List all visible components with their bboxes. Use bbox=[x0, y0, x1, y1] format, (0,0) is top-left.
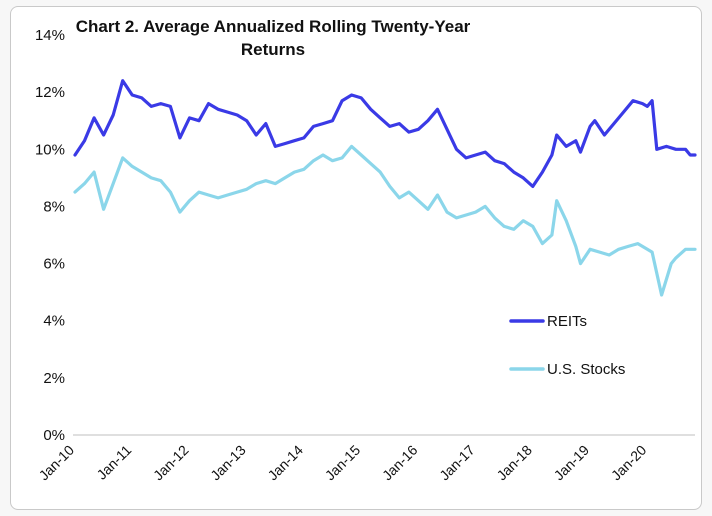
chart-card: Chart 2. Average Annualized Rolling Twen… bbox=[10, 6, 702, 510]
y-tick-label: 14% bbox=[35, 27, 65, 44]
chart-title-line-1: Chart 2. Average Annualized Rolling Twen… bbox=[76, 17, 471, 36]
y-axis-ticks: 0% 2% 4% 6% 8% 10% 12% 14% bbox=[35, 27, 65, 444]
x-tick-label: Jan-18 bbox=[493, 442, 535, 484]
y-tick-label: 6% bbox=[43, 256, 65, 273]
x-tick-label: Jan-20 bbox=[608, 442, 650, 484]
y-tick-label: 10% bbox=[35, 141, 65, 158]
series-lines bbox=[73, 79, 697, 297]
x-tick-label: Jan-13 bbox=[207, 442, 249, 484]
y-tick-label: 2% bbox=[43, 370, 65, 387]
chart-title-line-2: Returns bbox=[241, 40, 305, 59]
chart-svg: Chart 2. Average Annualized Rolling Twen… bbox=[35, 17, 697, 484]
y-tick-label: 8% bbox=[43, 198, 65, 215]
x-tick-label: Jan-12 bbox=[150, 442, 192, 484]
legend-label: U.S. Stocks bbox=[547, 361, 625, 378]
x-tick-label: Jan-15 bbox=[322, 442, 364, 484]
x-tick-label: Jan-16 bbox=[379, 442, 421, 484]
x-tick-label: Jan-11 bbox=[93, 442, 134, 483]
x-tick-label: Jan-17 bbox=[436, 442, 478, 484]
x-axis-ticks: Jan-10 Jan-11 Jan-12 Jan-13 Jan-14 Jan-15 Jan-… bbox=[36, 442, 650, 484]
y-tick-label: 0% bbox=[43, 427, 65, 444]
y-tick-label: 12% bbox=[35, 84, 65, 101]
x-tick-label: Jan-19 bbox=[551, 442, 593, 484]
series-line-reits bbox=[73, 79, 697, 188]
x-tick-label: Jan-10 bbox=[36, 442, 78, 484]
legend-label: REITs bbox=[547, 313, 587, 330]
x-tick-label: Jan-14 bbox=[264, 442, 306, 484]
y-tick-label: 4% bbox=[43, 313, 65, 330]
series-line-us-stocks bbox=[73, 144, 697, 297]
chart-title: Chart 2. Average Annualized Rolling Twen… bbox=[76, 17, 471, 59]
legend: REITs U.S. Stocks bbox=[509, 313, 625, 378]
